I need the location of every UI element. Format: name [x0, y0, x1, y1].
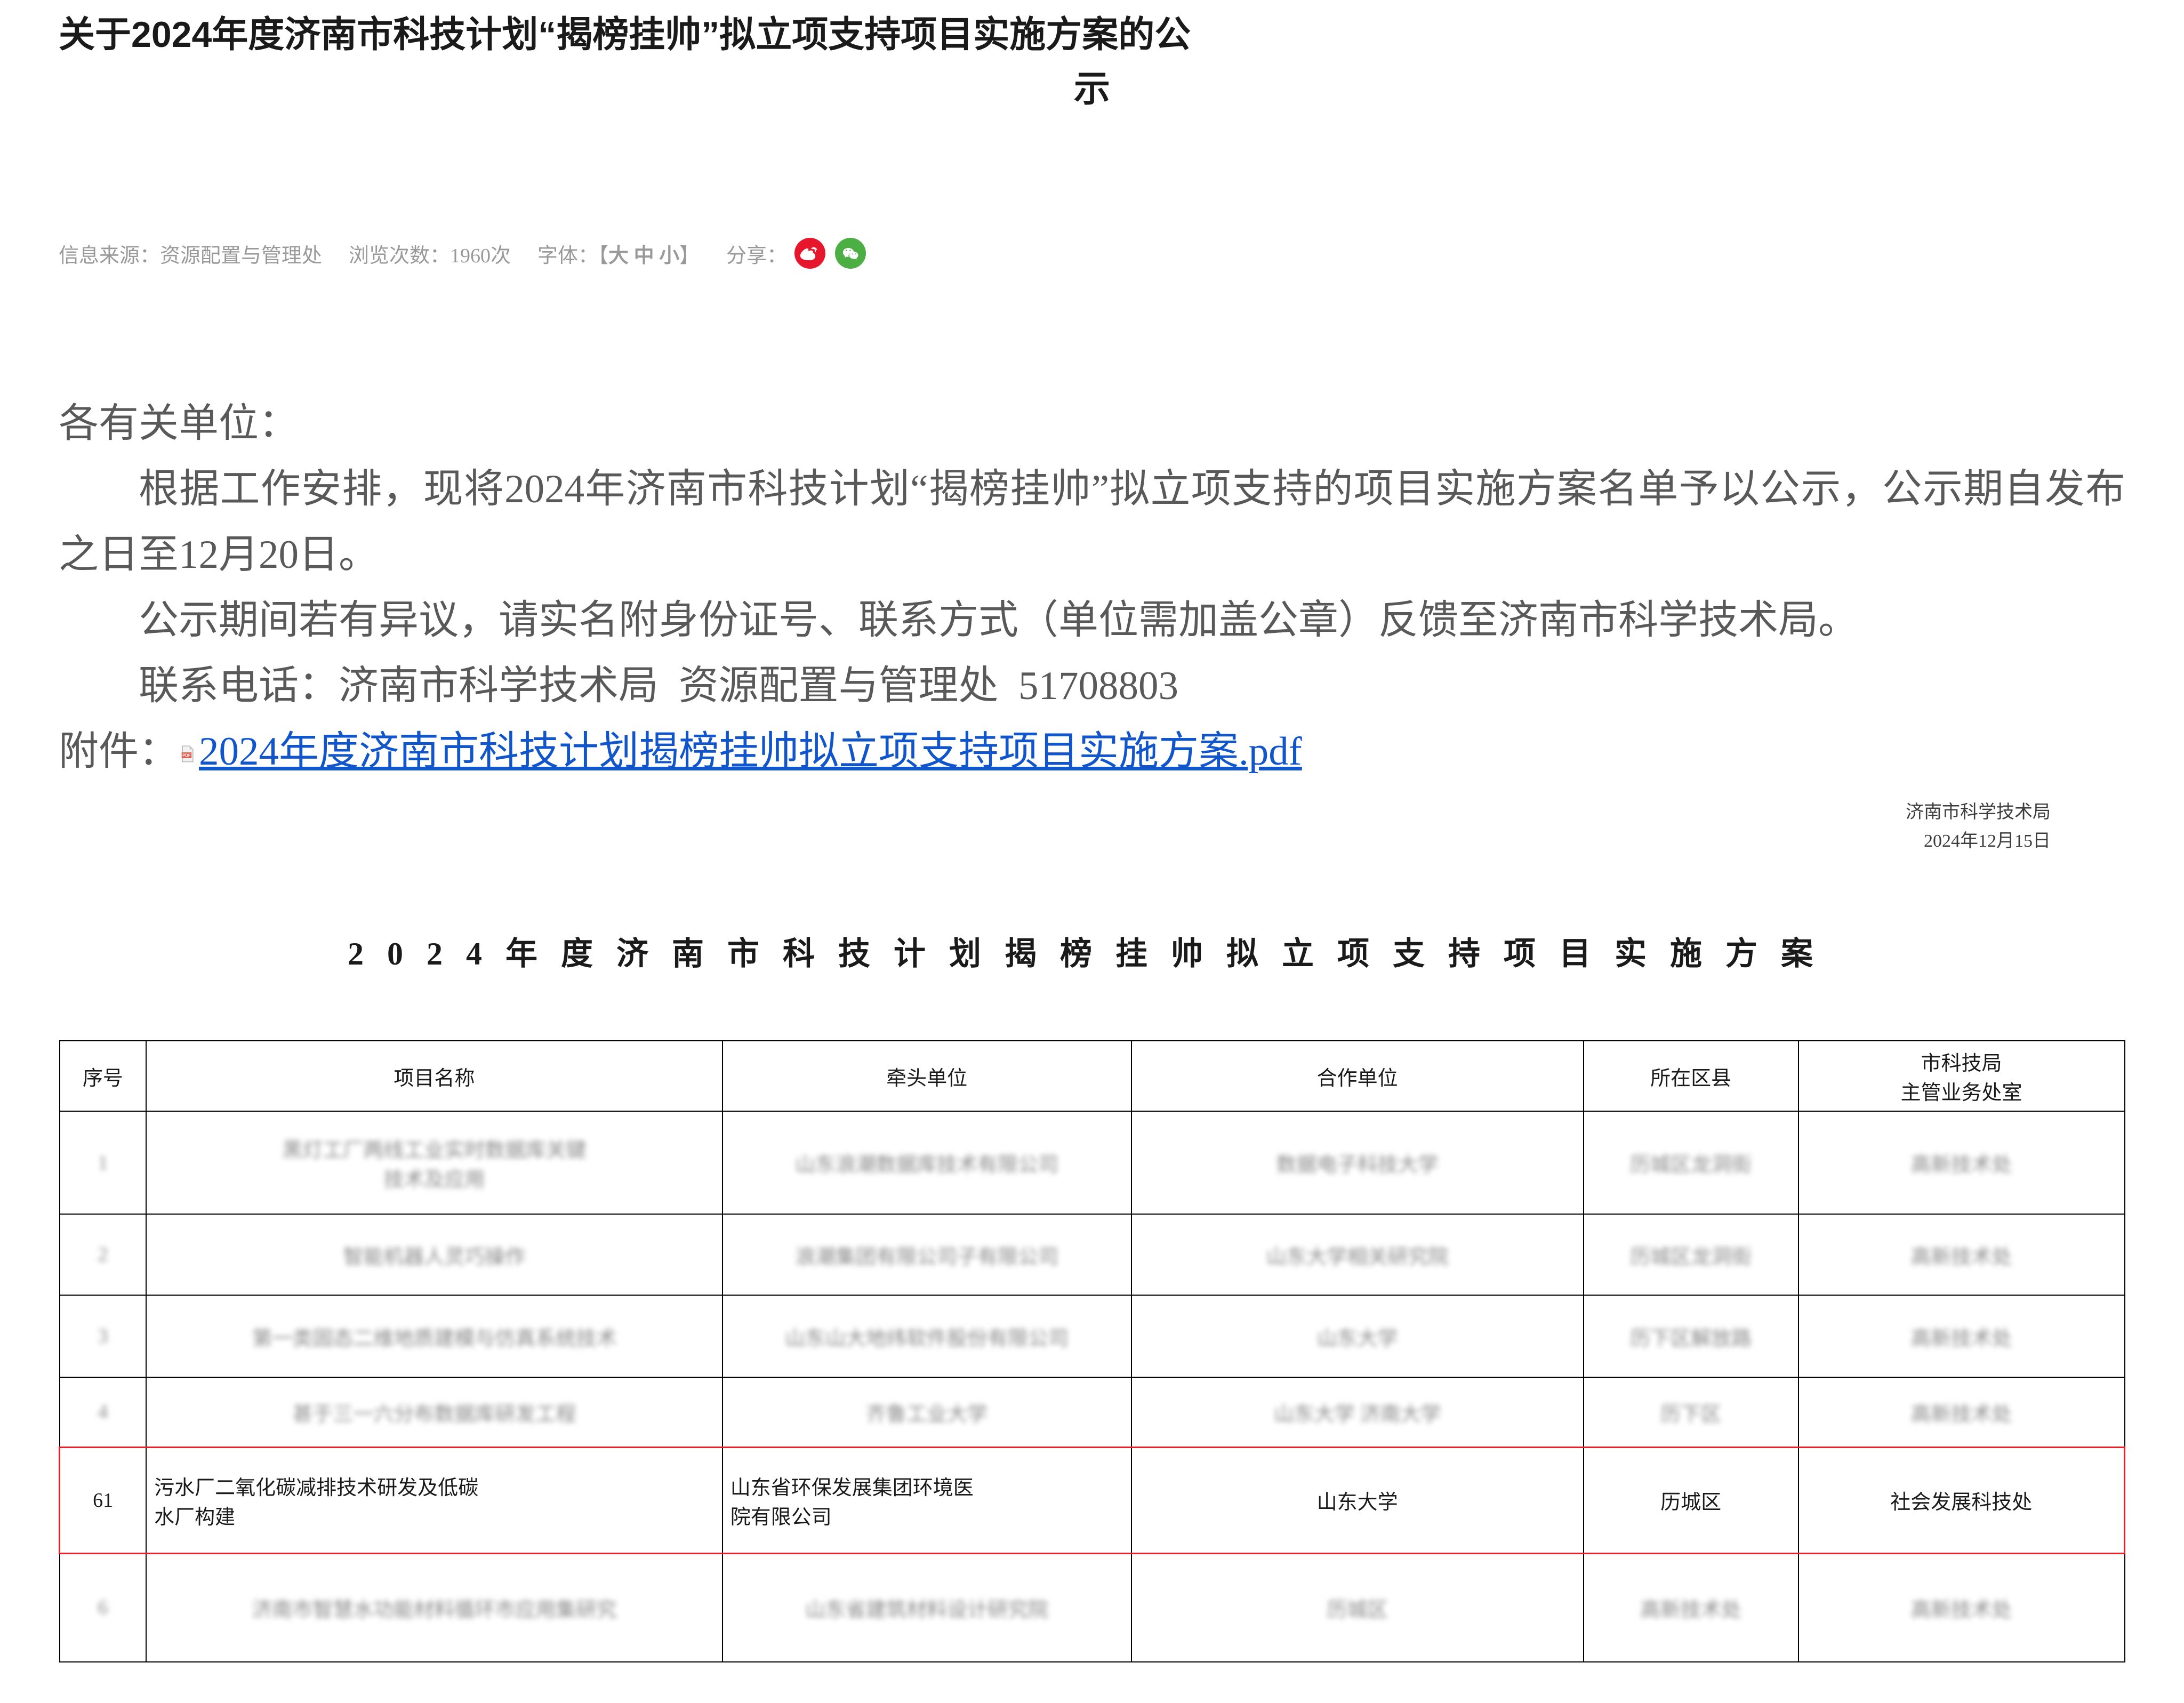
svg-text:PDF: PDF — [182, 753, 191, 758]
